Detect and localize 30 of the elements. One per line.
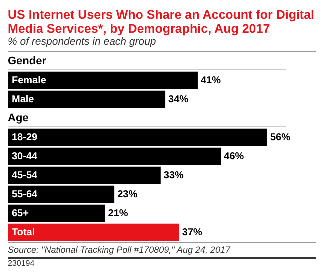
bar: [8, 186, 115, 204]
bar: [8, 166, 161, 184]
y-tick-label: Age: [8, 112, 29, 125]
y-tick-label: 45-54: [12, 170, 38, 182]
data-label: 34%: [168, 94, 189, 106]
data-label: 46%: [224, 151, 244, 162]
data-label: 41%: [200, 75, 222, 86]
data-label: 21%: [108, 208, 128, 220]
bar: [8, 204, 106, 222]
data-label: 37%: [182, 227, 203, 238]
y-tick-label: 55-64: [12, 189, 38, 200]
y-tick-label: Total: [12, 227, 36, 238]
bar: [8, 128, 268, 146]
y-tick-label: Gender: [8, 56, 48, 68]
y-tick-label: 18-29: [12, 132, 38, 144]
y-tick-label: Male: [12, 94, 35, 106]
source-note: Source: "National Tracking Poll #170809," Aug 24, 2017: [8, 245, 316, 255]
y-tick-label: 65+: [12, 208, 30, 220]
bar: [8, 148, 222, 166]
bar: [8, 224, 180, 242]
y-tick-label: 30-44: [12, 151, 38, 162]
y-tick-label: Female: [12, 75, 47, 86]
bar: [8, 90, 166, 108]
text: 230194: [8, 257, 316, 268]
data-label: 33%: [164, 170, 184, 182]
data-label: 56%: [270, 132, 291, 144]
chart-subtitle: % of respondents in each group: [8, 36, 316, 52]
bar: [8, 72, 198, 90]
chart-title: US Internet Users Who Share an Account for Digital Media Services*, by Demographic, Aug 2017: [8, 8, 316, 36]
data-label: 23%: [118, 189, 138, 200]
